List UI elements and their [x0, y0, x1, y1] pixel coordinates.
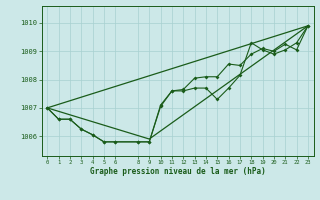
X-axis label: Graphe pression niveau de la mer (hPa): Graphe pression niveau de la mer (hPa) — [90, 167, 266, 176]
